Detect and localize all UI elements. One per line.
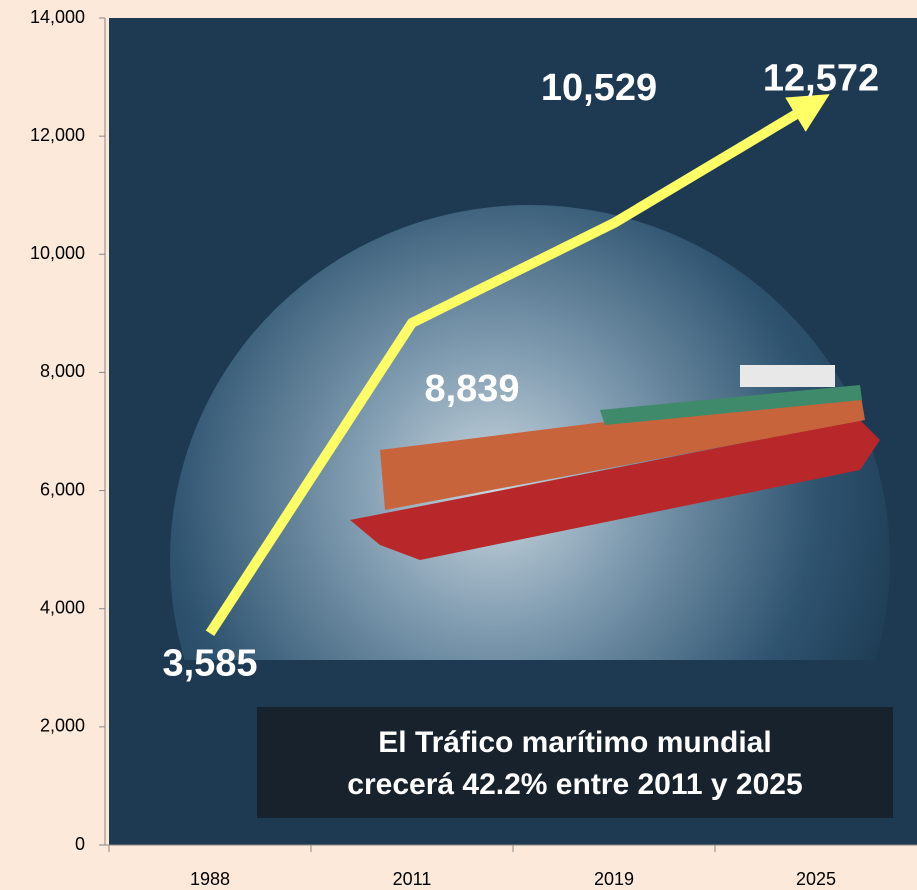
x-tick-label: 2011 [393, 869, 432, 889]
y-tick-label: 6,000 [40, 479, 85, 499]
y-tick-label: 4,000 [40, 597, 85, 617]
value-label: 3,585 [162, 642, 257, 684]
value-label: 10,529 [541, 67, 657, 109]
value-label: 12,572 [763, 57, 879, 99]
annotation: El Tráfico marítimo mundial [378, 726, 771, 759]
ship-containers [600, 385, 862, 425]
x-tick-label: 2019 [594, 869, 634, 889]
y-tick-label: 12,000 [30, 125, 85, 145]
annotation-box [257, 707, 893, 818]
ship-containers [380, 390, 865, 510]
ship-hull [350, 420, 880, 560]
y-tick-label: 14,000 [30, 7, 85, 27]
y-tick-label: 0 [75, 834, 85, 854]
annotation: crecerá 42.2% entre 2011 y 2025 [347, 768, 802, 801]
x-tick-label: 2025 [796, 869, 836, 889]
ship-bridge [740, 365, 835, 387]
y-tick-label: 8,000 [40, 361, 85, 381]
y-tick-label: 2,000 [40, 716, 85, 736]
data-line [205, 94, 830, 636]
y-tick-label: 10,000 [30, 243, 85, 263]
background-photo [170, 205, 890, 660]
value-label: 8,839 [424, 368, 519, 410]
x-tick-label: 1988 [190, 869, 230, 889]
